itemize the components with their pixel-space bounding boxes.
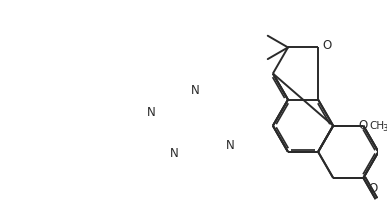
Text: O: O [358, 119, 368, 132]
Text: O: O [369, 182, 378, 195]
Text: N: N [147, 106, 156, 119]
Text: CH: CH [369, 122, 384, 131]
Text: O: O [323, 39, 332, 52]
Text: N: N [170, 147, 178, 160]
Text: N: N [226, 139, 234, 152]
Text: 3: 3 [382, 124, 387, 133]
Text: N: N [191, 84, 199, 97]
